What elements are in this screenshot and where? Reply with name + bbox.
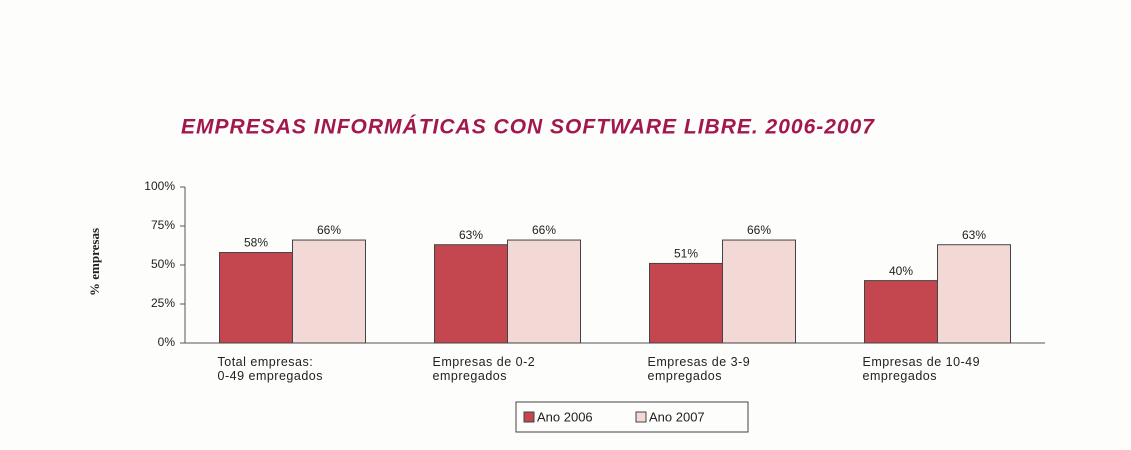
bar xyxy=(649,262,723,344)
value-label: 63% xyxy=(962,228,986,242)
value-label: 51% xyxy=(674,247,698,261)
legend-label: Ano 2007 xyxy=(649,409,705,424)
value-label: 66% xyxy=(532,223,556,237)
y-tick-label: 75% xyxy=(151,218,175,232)
value-label: 66% xyxy=(317,223,341,237)
bar xyxy=(937,244,1011,344)
legend-box xyxy=(515,401,749,433)
x-tick-label: Empresas de 10-49 empregados xyxy=(862,355,981,383)
y-tick-label: 0% xyxy=(158,335,176,349)
bar xyxy=(864,280,938,344)
x-tick-label: Empresas de 3-9 empregados xyxy=(647,355,751,383)
bar xyxy=(434,244,508,344)
legend-swatch xyxy=(635,411,647,423)
y-tick-label: 100% xyxy=(144,179,175,193)
bar xyxy=(292,239,366,344)
bar xyxy=(507,239,581,344)
y-tick-label: 50% xyxy=(151,257,175,271)
legend-swatch xyxy=(523,411,535,423)
bar xyxy=(219,252,293,344)
value-label: 40% xyxy=(889,264,913,278)
bar xyxy=(722,239,796,344)
value-label: 66% xyxy=(747,223,771,237)
y-tick-label: 25% xyxy=(151,296,175,310)
y-axis-label: % empresas xyxy=(87,228,102,296)
legend-label: Ano 2006 xyxy=(537,409,593,424)
value-label: 58% xyxy=(244,236,268,250)
x-tick-label: Total empresas: 0-49 empregados xyxy=(217,355,323,383)
x-tick-label: Empresas de 0-2 empregados xyxy=(432,355,536,383)
chart-title: EMPRESAS INFORMÁTICAS CON SOFTWARE LIBRE… xyxy=(181,116,875,139)
value-label: 63% xyxy=(459,228,483,242)
